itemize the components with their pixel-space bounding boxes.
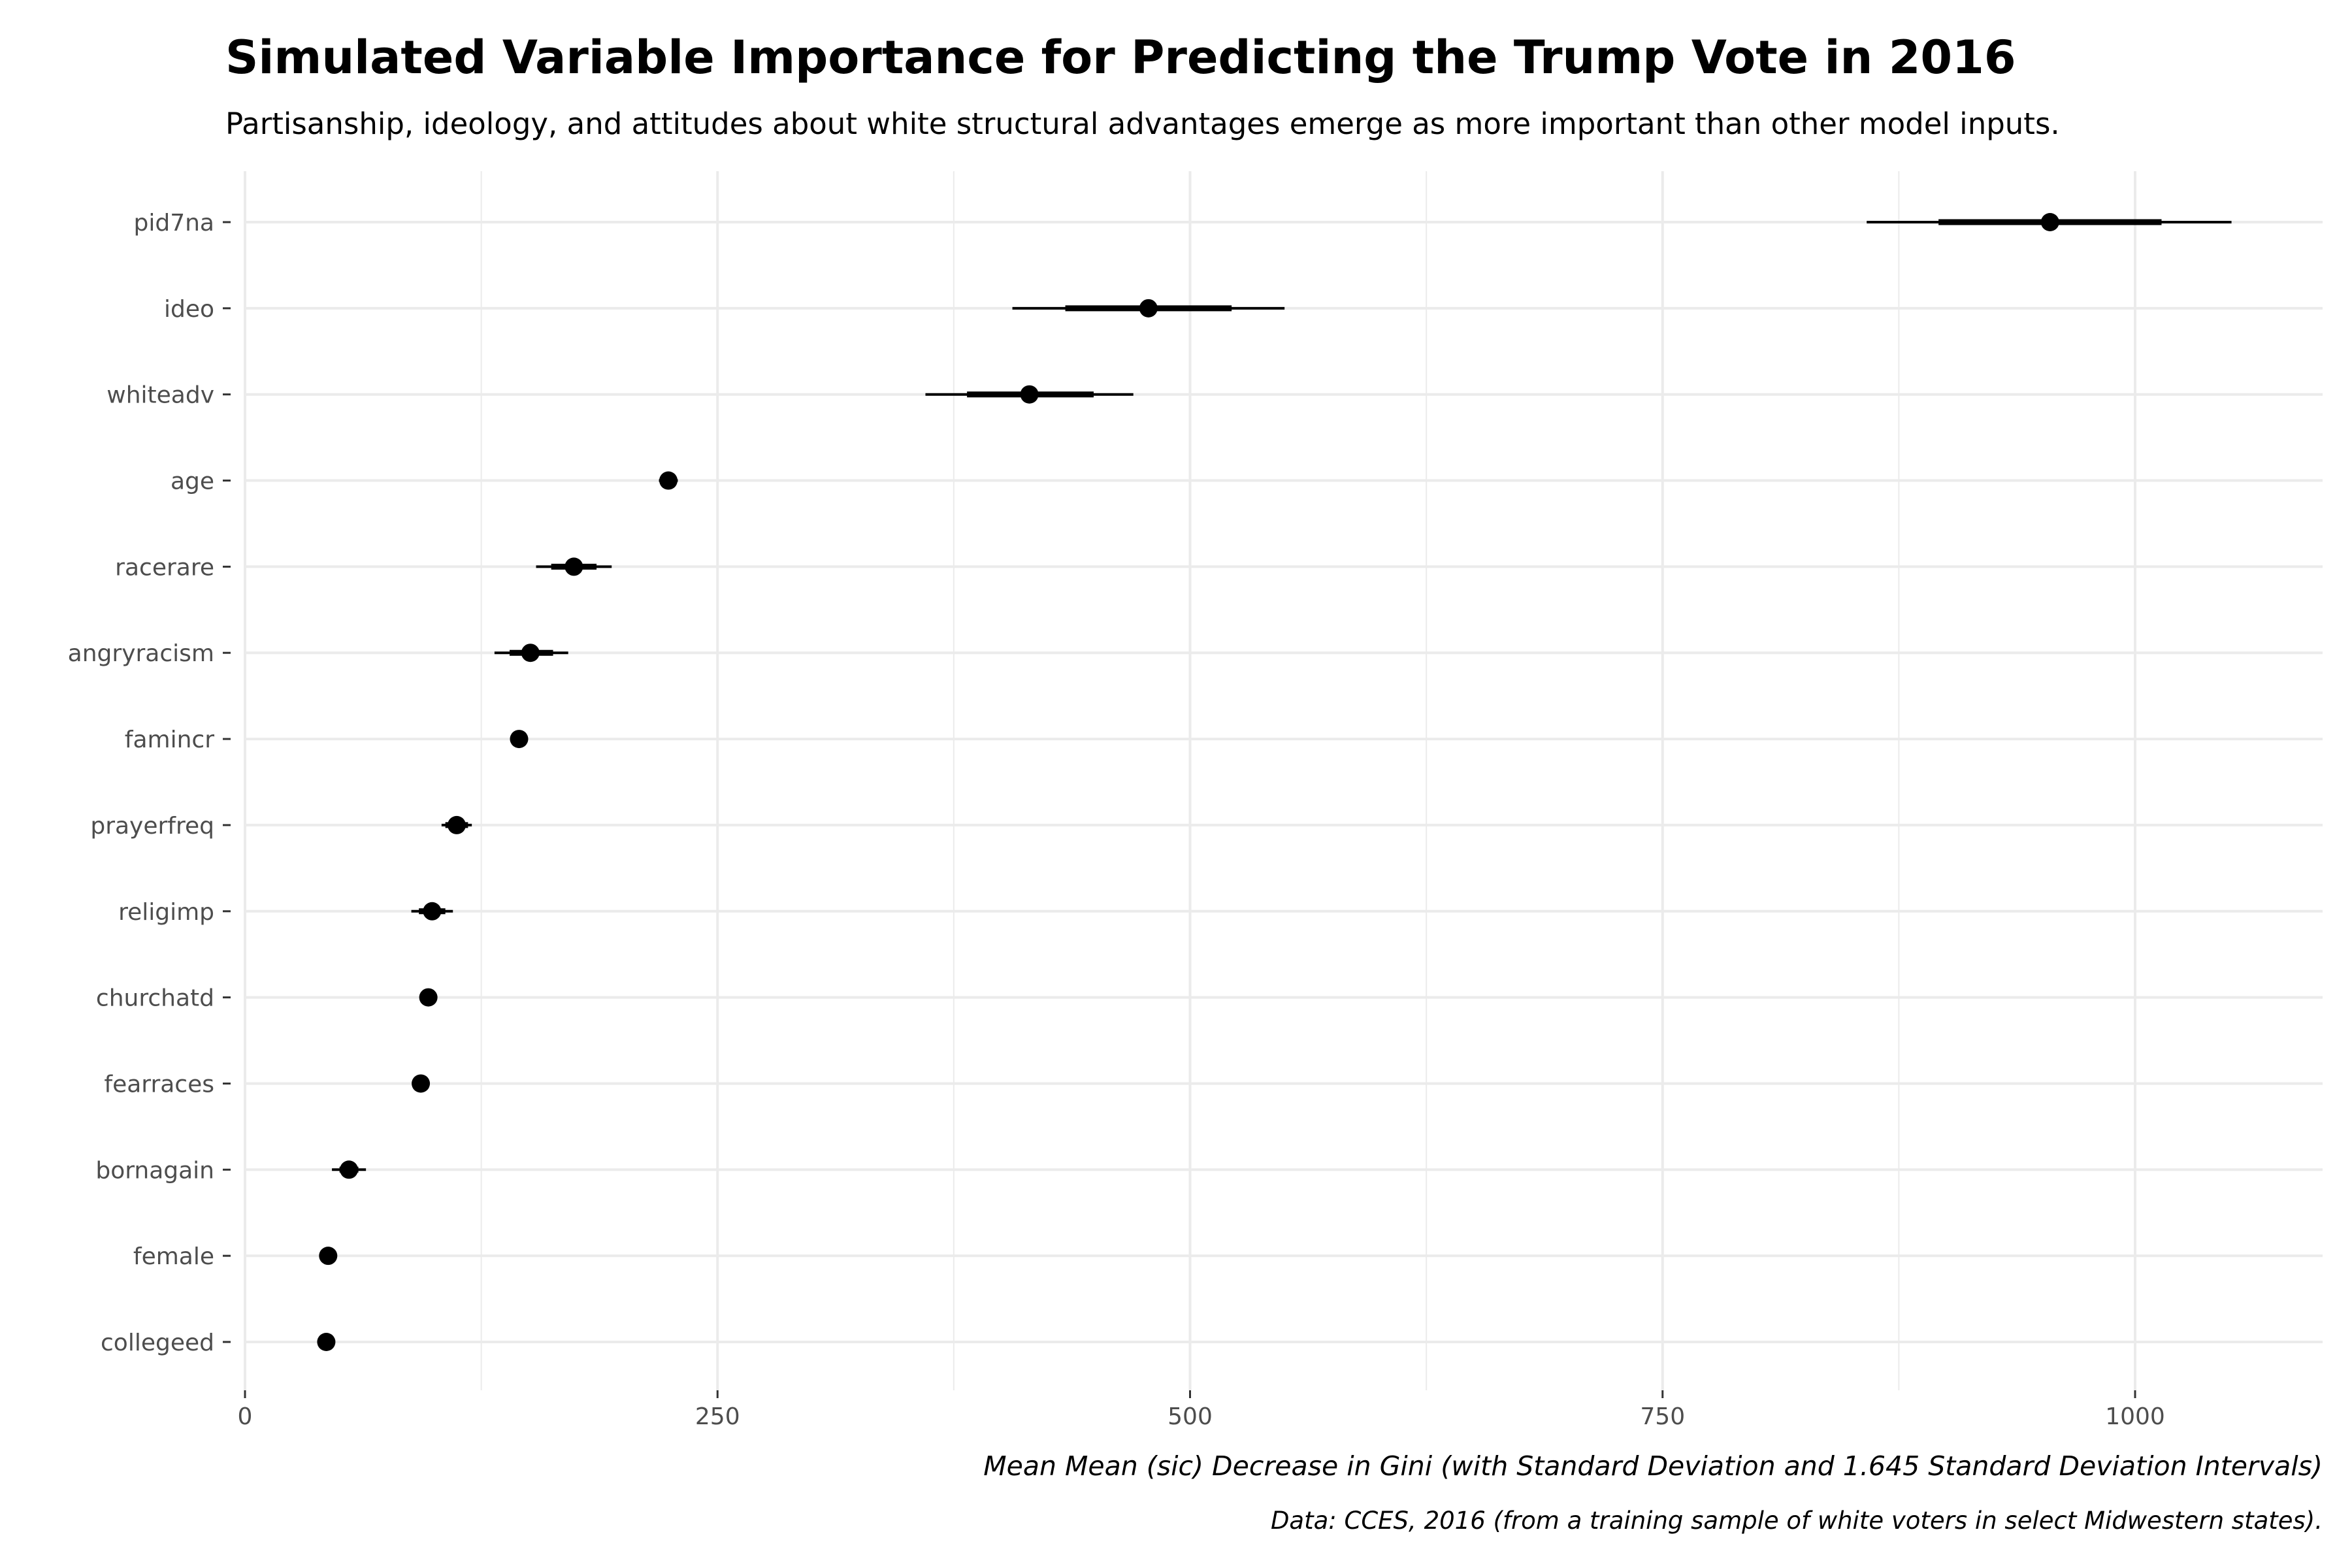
point-collegeed: [317, 1333, 335, 1351]
point-churchatd: [419, 988, 438, 1007]
point-prayerfreq: [448, 816, 466, 834]
y-tick-label: racerare: [115, 554, 214, 581]
y-tick-label: religimp: [118, 899, 214, 926]
y-tick-label: prayerfreq: [90, 813, 214, 840]
y-tick-label: collegeed: [101, 1330, 214, 1356]
x-tick-label: 250: [695, 1403, 740, 1430]
x-tick-label: 500: [1168, 1403, 1213, 1430]
y-tick-label: pid7na: [134, 210, 215, 237]
y-tick-label: angryracism: [68, 640, 214, 667]
point-whiteadv: [1021, 385, 1039, 404]
y-tick-label: bornagain: [95, 1157, 214, 1184]
x-tick-label: 1000: [2105, 1403, 2165, 1430]
y-tick-label: fearraces: [104, 1071, 214, 1098]
point-pid7na: [2041, 213, 2059, 231]
point-angryracism: [521, 644, 540, 662]
chart-caption: Data: CCES, 2016 (from a training sample…: [1271, 1507, 2323, 1535]
point-bornagain: [340, 1160, 358, 1179]
y-axis: pid7na ideo whiteadv age racerare angryracism…: [68, 210, 231, 1356]
data-marks: [317, 213, 2231, 1351]
y-tick-label: famincr: [125, 727, 214, 753]
y-tick-label: age: [171, 468, 214, 495]
y-tick-label: churchatd: [96, 985, 214, 1012]
y-tick-label: ideo: [164, 296, 214, 323]
point-fearraces: [412, 1074, 430, 1092]
x-tick-label: 750: [1640, 1403, 1685, 1430]
x-axis: 0 250 500 750 1000: [238, 1390, 2165, 1430]
point-famincr: [510, 730, 528, 748]
y-tick-label: whiteadv: [106, 382, 214, 409]
chart-subtitle: Partisanship, ideology, and attitudes ab…: [225, 106, 2060, 141]
point-racerare: [564, 557, 583, 576]
y-tick-label: female: [133, 1243, 214, 1270]
point-ideo: [1139, 299, 1158, 318]
x-tick-label: 0: [238, 1403, 253, 1430]
chart-title: Simulated Variable Importance for Predic…: [225, 31, 2016, 84]
grid: [245, 171, 2323, 1390]
x-axis-label: Mean Mean (sic) Decrease in Gini (with S…: [983, 1450, 2323, 1482]
point-age: [659, 472, 678, 490]
point-religimp: [423, 902, 441, 921]
point-female: [319, 1247, 337, 1265]
